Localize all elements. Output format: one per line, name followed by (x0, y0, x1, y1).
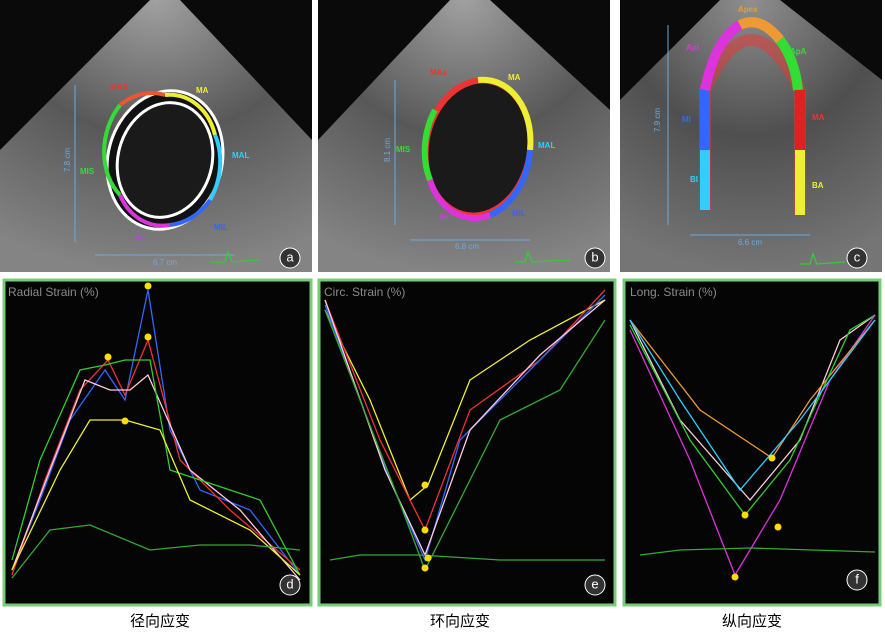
segment-label: MI (682, 115, 691, 124)
segment-label: MAL (232, 151, 249, 160)
segment-label: Apex (738, 5, 758, 14)
panel-c: Apex ApA ApI MA MI BA BI 7.9 cm 6.6 cm c (620, 0, 882, 272)
panel-letter: d (286, 576, 293, 591)
measurement: 7.8 cm (63, 148, 72, 172)
panel-letter: b (591, 249, 598, 264)
segment-label: MA (812, 113, 825, 122)
segment-label: MIS (396, 145, 411, 154)
panel-b: MAs MA MAL MIL MI MIS 8.1 cm 6.8 cm b (318, 0, 610, 272)
caption: 纵向应变 (722, 612, 782, 630)
panel-a: MAS MA MAL MIL MI MIS 7.8 cm 6.7 cm a (0, 0, 312, 272)
segment-label: MA (508, 73, 521, 82)
graph-title: Long. Strain (%) (630, 285, 717, 299)
segment-label: MI (136, 234, 145, 243)
segment-label: MAL (538, 141, 555, 150)
graph-e: Circ. Strain (%) e (317, 278, 617, 607)
segment-label: BI (690, 175, 698, 184)
segment-label: MAS (110, 83, 128, 92)
panel-letter: a (286, 249, 294, 264)
graph-d: Radial Strain (%) d (2, 278, 313, 607)
measurement: 6.8 cm (455, 242, 479, 251)
caption: 径向应变 (130, 612, 190, 630)
segment-label: BA (812, 181, 824, 190)
segment-label: MA (196, 86, 209, 95)
segment-label: MI (440, 213, 449, 222)
measurement: 8.1 cm (383, 138, 392, 162)
segment-label: MIS (80, 167, 95, 176)
segment-label: ApI (686, 43, 699, 52)
caption: 环向应变 (430, 612, 490, 630)
graph-title: Circ. Strain (%) (324, 285, 405, 299)
measurement: 7.9 cm (653, 108, 662, 132)
graph-f: Long. Strain (%) f (622, 278, 882, 607)
segment-label: MIL (512, 209, 526, 218)
measurement: 6.7 cm (153, 258, 177, 267)
segment-label: MAs (430, 68, 447, 77)
measurement: 6.6 cm (738, 238, 762, 247)
segment-label: ApA (790, 47, 807, 56)
panel-letter: e (591, 576, 598, 591)
segment-label: MIL (214, 223, 228, 232)
graph-title: Radial Strain (%) (8, 285, 99, 299)
panel-letter: f (855, 571, 859, 586)
panel-letter: c (854, 249, 861, 264)
